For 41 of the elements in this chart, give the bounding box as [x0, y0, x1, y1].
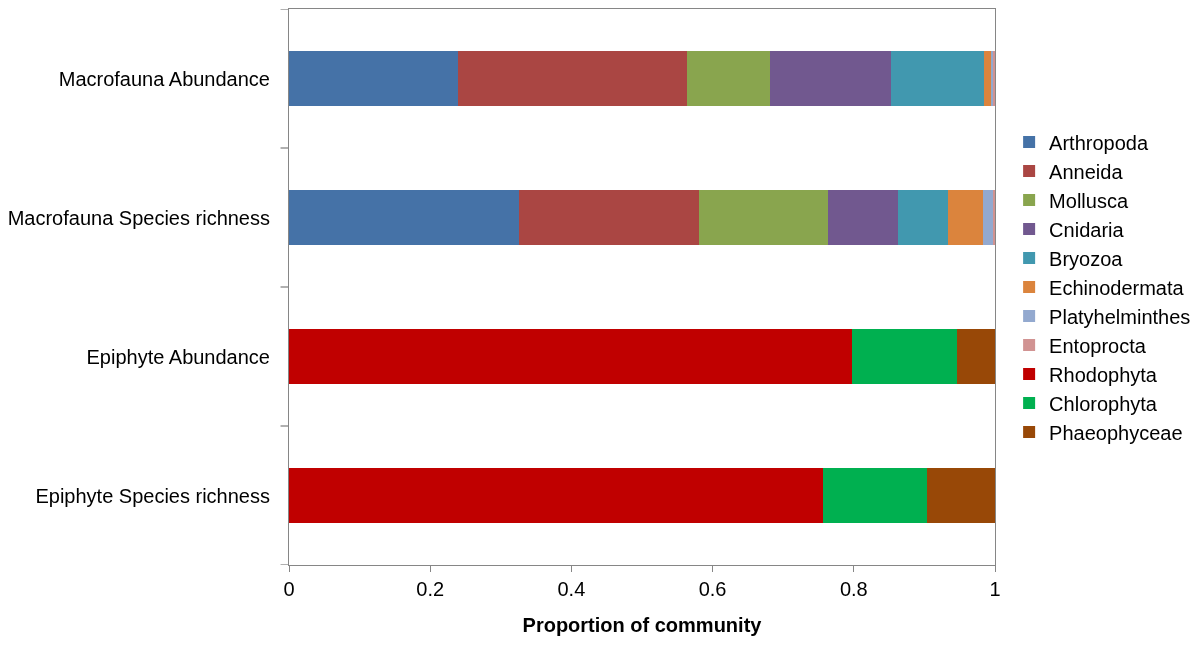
bar: [519, 189, 700, 246]
bar: [926, 467, 995, 524]
bar: [457, 50, 688, 107]
bar: [948, 189, 983, 246]
legend-label: Arthropoda: [1049, 131, 1149, 154]
bar: [289, 50, 458, 107]
x-tick-label: 0: [283, 578, 295, 600]
legend-label: Platyhelminthes: [1049, 305, 1191, 328]
x-tick-label: 0.6: [698, 578, 727, 600]
bar: [289, 328, 852, 385]
legend-label: Phaeophyceae: [1049, 421, 1183, 444]
x-tick-label: 0.4: [557, 578, 586, 600]
bar: [898, 189, 949, 246]
x-tick-label: 1: [989, 578, 1001, 600]
legend-label: Mollusca: [1049, 189, 1129, 212]
x-axis-title: Proportion of community: [522, 613, 763, 636]
bar: [851, 328, 957, 385]
bar: [289, 189, 520, 246]
bar: [687, 50, 771, 107]
legend-label: Cnidaria: [1049, 218, 1125, 241]
bar: [699, 189, 828, 246]
y-tick-label: Macrofauna Species richness: [7, 206, 270, 229]
y-tick-label: Macrofauna Abundance: [58, 67, 270, 90]
legend-label: Echinodermata: [1049, 276, 1185, 299]
y-tick-label: Epiphyte Species richness: [35, 484, 270, 507]
bar: [956, 328, 995, 385]
bar: [289, 467, 824, 524]
x-tick-label: 0.8: [839, 578, 868, 600]
bar: [890, 50, 985, 107]
legend-label: Rhodophyta: [1049, 363, 1158, 386]
x-tick-label: 0.2: [416, 578, 445, 600]
legend-label: Anneida: [1049, 160, 1124, 183]
bar: [823, 467, 927, 524]
bar: [827, 189, 899, 246]
bar: [770, 50, 891, 107]
y-tick-label: Epiphyte Abundance: [86, 345, 270, 368]
legend-label: Bryozoa: [1049, 247, 1124, 270]
legend-label: Entoprocta: [1049, 334, 1147, 357]
bar: [984, 50, 992, 107]
bar: [983, 189, 994, 246]
legend-label: Chlorophyta: [1049, 392, 1158, 415]
